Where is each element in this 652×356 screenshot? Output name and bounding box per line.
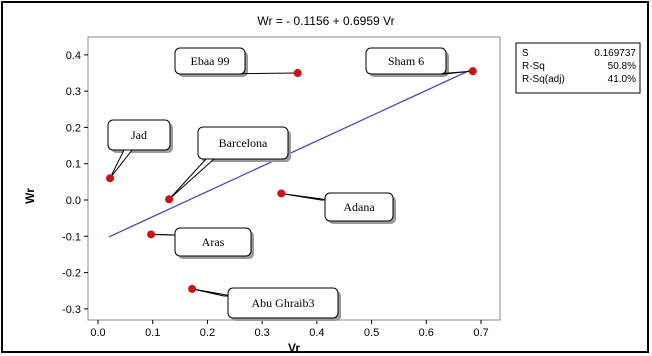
y-tick-label: 0.1 [66,159,81,171]
data-point [165,195,174,204]
stat-value: 0.169737 [594,48,636,59]
stat-value: 50.8% [608,61,636,72]
stat-name: R-Sq(adj) [522,74,565,85]
callout-layer: Ebaa 99 Sham 6 Jad Barcelona Adana Aras Abu Gh… [107,47,473,321]
stat-value: 41.0% [608,74,636,85]
y-tick-label: 0.3 [66,86,81,98]
chart-title: Wr = - 0.1156 + 0.6959 Vr [257,14,394,28]
x-tick-label: 0.4 [309,327,324,339]
callout: Jad [107,119,173,179]
point-label: Abu Ghraib3 [252,296,315,310]
stat-name: S [522,48,529,59]
callout-box [174,47,246,75]
callout-box [197,126,289,160]
y-tick-label: 0.2 [66,122,81,134]
stats-box-border [515,42,641,94]
x-axis-title: Vr [288,341,300,355]
y-axis: -0.3 -0.2 -0.1 0.0 0.1 0.2 0.3 0.4 [62,50,88,316]
data-point [188,284,197,293]
y-tick-label: 0.4 [66,50,81,62]
data-point [147,230,156,239]
callout: Ebaa 99 [174,47,298,77]
point-label: Jad [131,128,147,142]
stat-name: R-Sq [522,61,545,72]
x-tick-label: 0.3 [254,327,269,339]
data-point [106,174,115,183]
callout-box [107,119,171,151]
x-axis: 0.0 0.1 0.2 0.3 0.4 0.5 0.6 0.7 [90,320,489,339]
callout: Barcelona [168,126,291,200]
callout-box [174,227,252,257]
callout-box [365,47,447,75]
stats-box: S 0.169737 R-Sq 50.8% R-Sq(adj) 41.0% [515,42,641,94]
callout-box [324,192,394,222]
callout: Adana [281,192,396,224]
callout: Sham 6 [365,47,473,77]
data-points [106,67,477,293]
point-label: Aras [202,235,225,249]
y-tick-label: -0.3 [62,304,81,316]
callout: Abu Ghraib3 [191,287,341,321]
y-axis-title: Wr [23,188,37,204]
x-tick-label: 0.7 [473,327,488,339]
x-tick-label: 0.5 [364,327,379,339]
data-point [293,68,302,77]
data-point [277,189,286,198]
y-tick-label: -0.2 [62,268,81,280]
point-label: Adana [343,200,375,214]
point-label: Ebaa 99 [191,54,230,68]
y-tick-label: -0.1 [62,231,81,243]
x-tick-label: 0.1 [145,327,160,339]
x-tick-label: 0.2 [200,327,215,339]
point-label: Sham 6 [388,54,424,68]
x-tick-label: 0.6 [419,327,434,339]
point-label: Barcelona [219,136,268,150]
y-tick-label: 0.0 [66,195,81,207]
callout: Aras [151,227,254,259]
x-tick-label: 0.0 [90,327,105,339]
plot-area [87,36,501,321]
callout-box [227,287,339,319]
data-point [468,67,477,76]
